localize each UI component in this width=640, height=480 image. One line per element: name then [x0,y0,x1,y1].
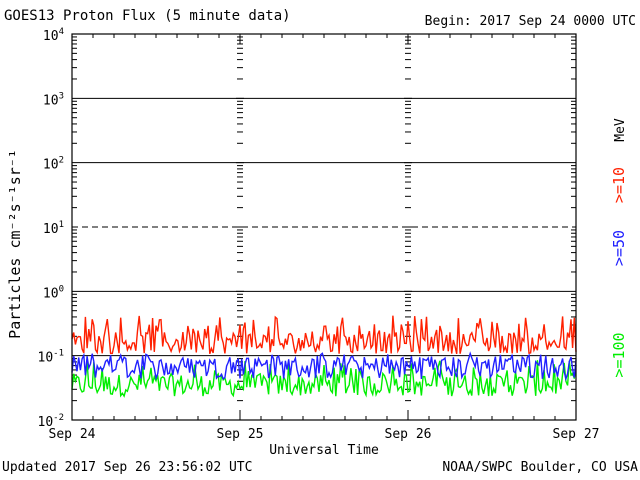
axes [71,33,577,421]
y-tick-label: 103 [43,91,64,108]
credit: NOAA/SWPC Boulder, CO USA [442,460,638,475]
x-tick-label: Sep 25 [217,427,264,442]
series-line [71,351,577,382]
legend-item: >=10 [610,167,628,203]
legend-unit: MeV [613,118,628,142]
y-tick-label: 100 [43,284,64,301]
y-tick-label: 104 [43,27,64,44]
y-tick-label: 102 [43,156,64,173]
x-tick-label: Sep 26 [385,427,432,442]
x-tick-label: Sep 27 [553,427,600,442]
x-tick-label: Sep 24 [49,427,96,442]
series-line [71,315,577,355]
y-axis-label: Particles cm⁻²s⁻¹sr⁻¹ [6,149,24,339]
series-lines [71,315,577,398]
y-tick-label: 10-1 [38,349,65,366]
updated-time: Updated 2017 Sep 26 23:56:02 UTC [2,460,253,475]
y-tick-label: 101 [43,220,64,237]
begin-time: Begin: 2017 Sep 24 0000 UTC [424,14,636,29]
y-tick-label: 10-2 [38,413,65,430]
legend: >=10 >=50 >=100 MeV [610,118,628,377]
x-tick-labels: Sep 24 Sep 25 Sep 26 Sep 27 [49,427,600,442]
y-tick-labels: 10-2 10-1 100 101 102 103 104 [38,27,65,430]
legend-item: >=50 [610,230,628,266]
series-line [71,360,577,398]
x-axis-label: Universal Time [269,443,379,458]
plot-frame [71,33,577,421]
legend-item: >=100 [610,332,628,377]
chart-title: GOES13 Proton Flux (5 minute data) [4,8,291,24]
grid [72,36,576,421]
